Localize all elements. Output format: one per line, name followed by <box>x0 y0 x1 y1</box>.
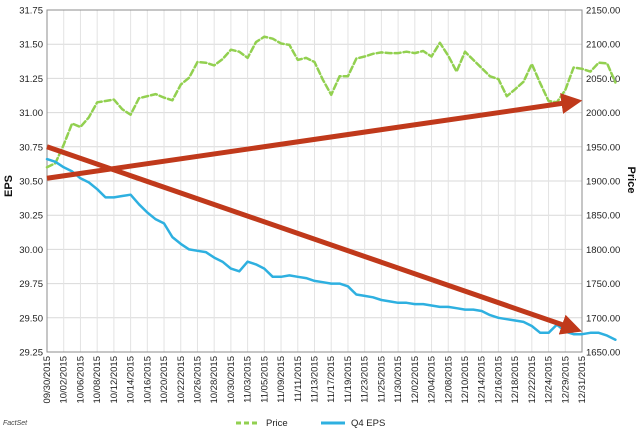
x-tick-label: 12/08/2015 <box>443 356 454 404</box>
x-tick-label: 11/03/2015 <box>243 356 254 403</box>
right-tick-label: 1950.00 <box>586 142 620 153</box>
series-line-price <box>45 35 617 169</box>
right-tick-label: 2000.00 <box>586 108 620 119</box>
right-tick-label: 1900.00 <box>586 177 620 188</box>
x-tick-label: 11/19/2015 <box>343 356 354 403</box>
x-tick-label: 11/30/2015 <box>393 356 404 403</box>
x-tick-label: 09/30/2015 <box>42 356 53 404</box>
x-tick-label: 12/29/2015 <box>560 356 571 404</box>
right-tick-label: 1850.00 <box>586 211 620 222</box>
legend-price-label: Price <box>266 418 288 429</box>
left-tick-label: 31.25 <box>19 74 43 85</box>
x-tick-label: 11/25/2015 <box>376 356 387 403</box>
left-tick-label: 31.75 <box>19 6 43 17</box>
right-tick-label: 2150.00 <box>586 6 620 17</box>
x-tick-label: 10/08/2015 <box>92 356 103 404</box>
x-tick-label: 10/16/2015 <box>142 356 153 404</box>
x-tick-label: 11/11/2015 <box>293 356 304 402</box>
legend: Price Q4 EPS <box>236 418 385 429</box>
x-tick-label: 10/12/2015 <box>109 356 120 404</box>
x-tick-label: 11/05/2015 <box>259 356 270 403</box>
x-tick-label: 11/23/2015 <box>360 356 371 403</box>
x-tick-label: 12/02/2015 <box>410 356 421 404</box>
x-tick-label: 10/20/2015 <box>159 356 170 404</box>
source-label: FactSet <box>3 420 28 427</box>
right-axis-ticks: 1650.00 1700.00 1750.00 1800.00 1850.00 1900.… <box>586 6 620 359</box>
series-line-q4-eps <box>45 157 617 341</box>
plot-area <box>46 9 583 353</box>
right-tick-label: 1800.00 <box>586 245 620 256</box>
trend-arrows <box>46 93 583 335</box>
left-tick-label: 30.00 <box>19 245 43 256</box>
x-tick-label: 10/02/2015 <box>59 356 70 404</box>
x-tick-label: 10/22/2015 <box>176 356 187 404</box>
trend-arrow-1 <box>46 93 583 181</box>
x-tick-label: 10/06/2015 <box>75 356 86 404</box>
x-tick-label: 11/09/2015 <box>276 356 287 403</box>
legend-eps-label: Q4 EPS <box>351 418 385 429</box>
left-tick-label: 29.25 <box>19 348 43 359</box>
x-tick-label: 12/16/2015 <box>493 356 504 404</box>
x-tick-label: 10/28/2015 <box>209 356 220 404</box>
left-tick-label: 29.75 <box>19 279 43 290</box>
x-tick-label: 12/31/2015 <box>577 356 588 404</box>
x-tick-label: 12/10/2015 <box>460 356 471 404</box>
right-tick-label: 2100.00 <box>586 40 620 51</box>
x-tick-label: 12/04/2015 <box>427 356 438 404</box>
right-tick-label: 1650.00 <box>586 348 620 359</box>
right-tick-label: 1700.00 <box>586 313 620 324</box>
x-tick-label: 12/22/2015 <box>527 356 538 404</box>
x-tick-label: 11/17/2015 <box>326 356 337 403</box>
x-tick-label: 10/30/2015 <box>226 356 237 404</box>
x-tick-label: 10/26/2015 <box>192 356 203 404</box>
left-axis-ticks: 29.25 29.50 29.75 30.00 30.25 30.50 30.75 31.00… <box>19 6 43 359</box>
x-tick-label: 12/14/2015 <box>477 356 488 404</box>
left-tick-label: 31.00 <box>19 108 43 119</box>
plot-border <box>46 9 583 353</box>
left-tick-label: 30.75 <box>19 142 43 153</box>
right-tick-label: 1750.00 <box>586 279 620 290</box>
left-axis-title: EPS <box>3 175 15 197</box>
left-tick-label: 29.50 <box>19 313 43 324</box>
left-tick-label: 31.50 <box>19 40 43 51</box>
x-tick-label: 10/14/2015 <box>126 356 137 404</box>
left-tick-label: 30.25 <box>19 211 43 222</box>
series-layer <box>45 35 617 341</box>
trend-arrow-2 <box>46 144 582 335</box>
x-tick-label: 12/24/2015 <box>544 356 555 404</box>
x-axis-ticks: 09/30/2015 10/02/2015 10/06/2015 10/08/2015… <box>42 356 588 404</box>
x-tick-label: 12/18/2015 <box>510 356 521 404</box>
right-axis-title: Price <box>625 167 637 194</box>
x-tick-label: 11/13/2015 <box>310 356 321 403</box>
right-tick-label: 2050.00 <box>586 74 620 85</box>
left-tick-label: 30.50 <box>19 177 43 188</box>
